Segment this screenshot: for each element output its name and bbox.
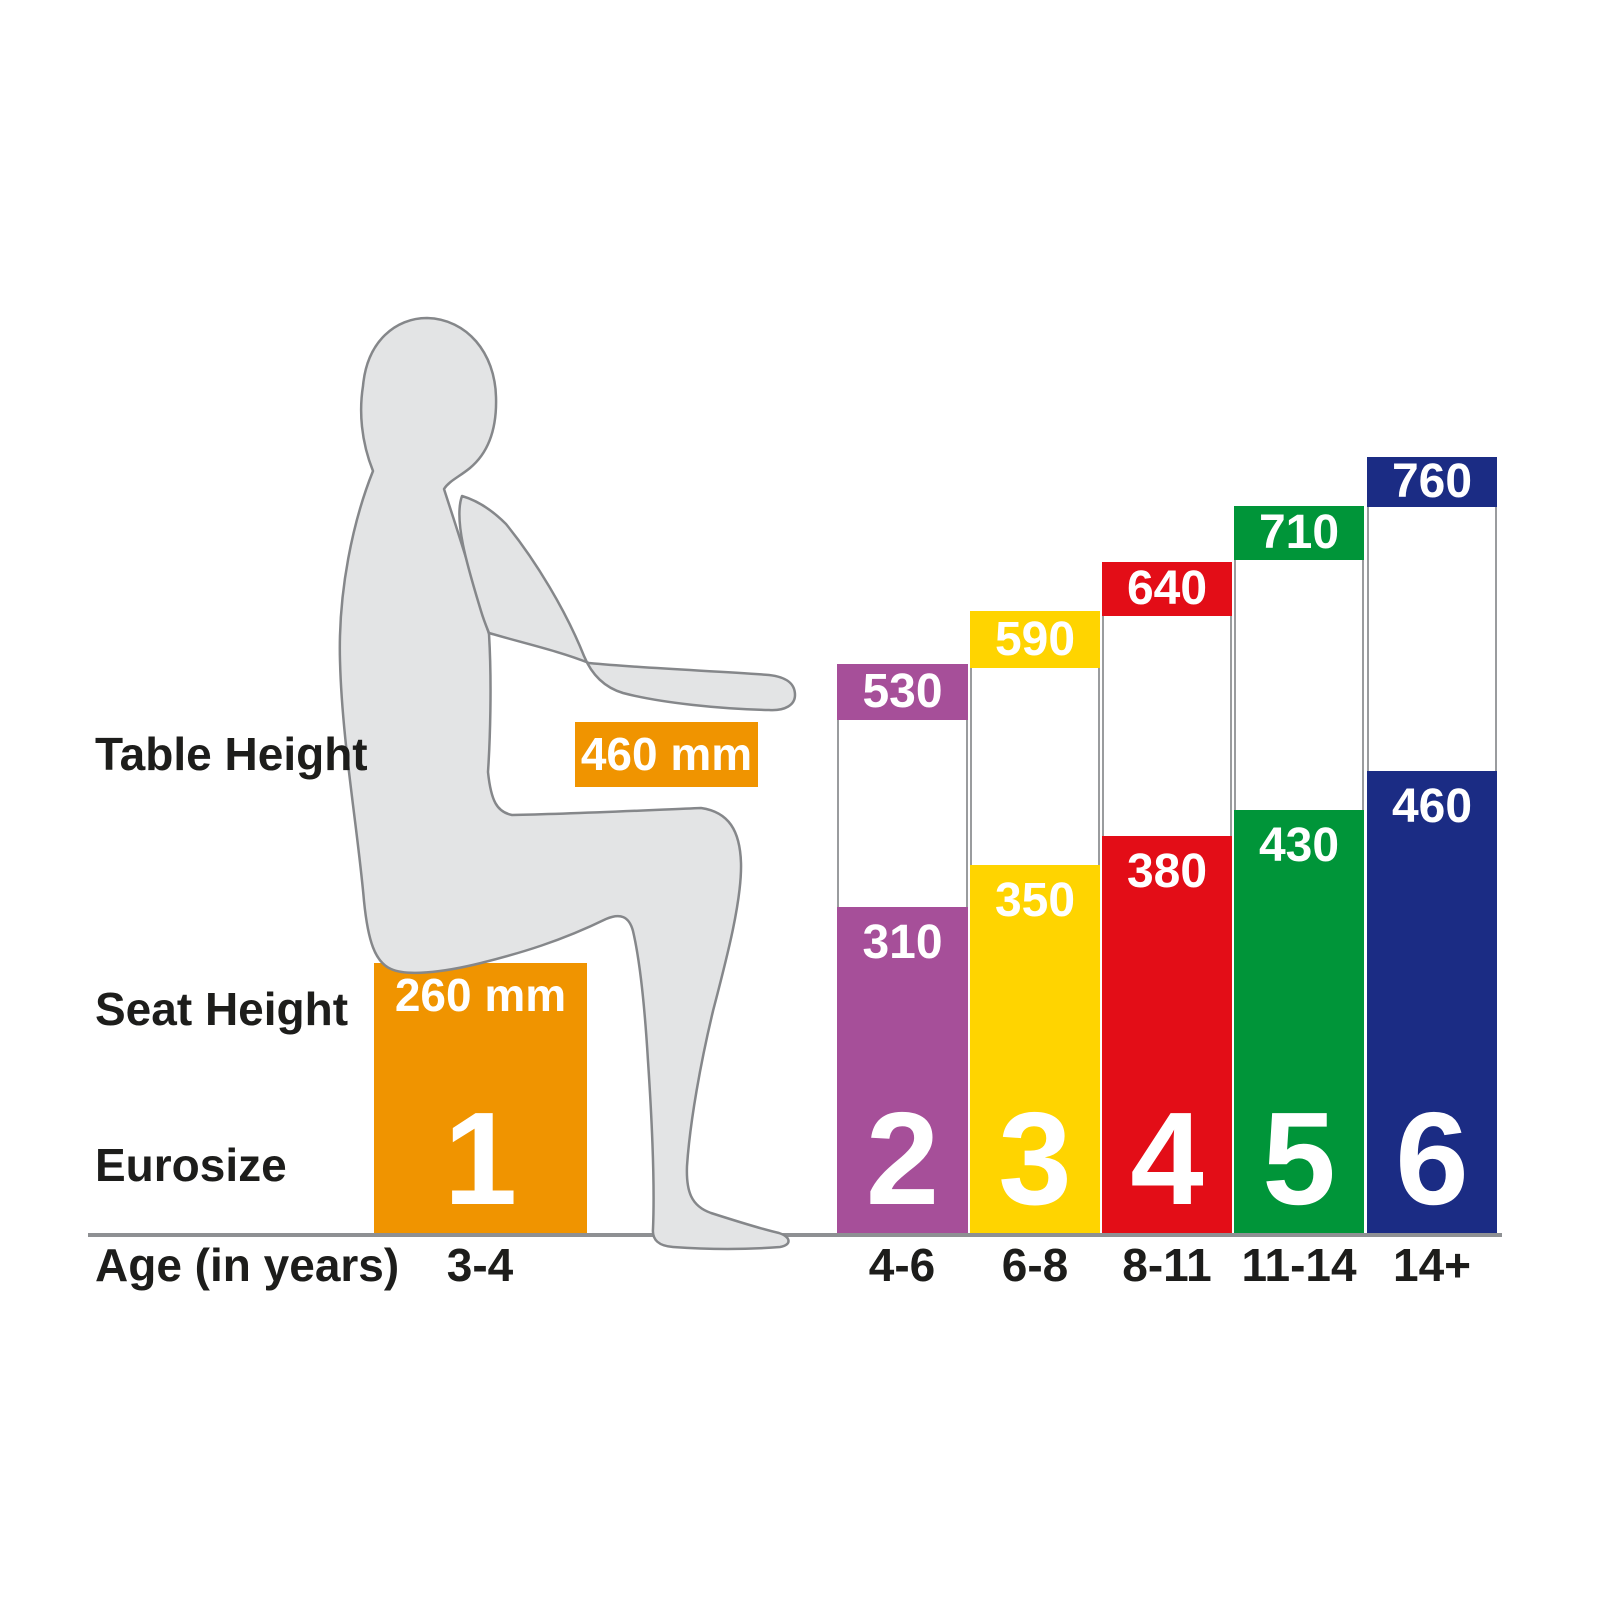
size4-age-value: 8-11: [1122, 1239, 1212, 1291]
size3-seat-height-value: 350: [994, 874, 1076, 927]
size5-table-height-value: 710: [1258, 506, 1340, 559]
size2-age-value: 4-6: [868, 1239, 936, 1291]
size6-eurosize-number: 6: [1395, 1085, 1469, 1232]
size1-age-value: 3-4: [446, 1239, 514, 1291]
size6-column-middle: [1367, 507, 1497, 771]
size4-table-height-value: 640: [1126, 562, 1208, 615]
size5-seat-section: 430: [1234, 810, 1364, 1233]
size5-eurosize-number: 5: [1262, 1085, 1336, 1232]
table-height-label: Table Height: [95, 728, 368, 780]
size3-table-height-value: 590: [994, 613, 1076, 666]
size1-table-height-value: 460 mm: [580, 728, 753, 780]
size4-seat-height-value: 380: [1126, 845, 1208, 898]
size3-eurosize-number: 3: [998, 1085, 1072, 1232]
size3-column-middle: [970, 668, 1100, 865]
size2-column-middle: [837, 720, 968, 907]
size3-age-value: 6-8: [1001, 1239, 1069, 1291]
eurosize-label: Eurosize: [95, 1139, 287, 1191]
size2-eurosize-number: 2: [865, 1085, 940, 1232]
size4-column-middle: [1102, 616, 1232, 836]
size6-seat-section: 460: [1367, 771, 1497, 1233]
size6-age-value: 14+: [1392, 1239, 1472, 1291]
age-axis-label: Age (in years): [95, 1239, 400, 1291]
size4-table-band: 640: [1102, 562, 1232, 616]
size6-table-band: 760: [1367, 457, 1497, 507]
size2-seat-section: 310: [837, 907, 968, 1233]
baseline-axis: [88, 1233, 1502, 1237]
size5-column-middle: [1234, 560, 1364, 810]
size5-age-value: 11-14: [1241, 1239, 1357, 1291]
seat-height-label: Seat Height: [95, 983, 349, 1035]
size2-seat-height-value: 310: [862, 916, 943, 969]
size2-table-band: 530: [837, 664, 968, 720]
size5-seat-height-value: 430: [1258, 819, 1340, 872]
size6-seat-height-value: 460: [1391, 780, 1473, 833]
size5-table-band: 710: [1234, 506, 1364, 560]
size2-table-height-value: 530: [862, 665, 943, 718]
size1-table-height-box: 460 mm: [575, 722, 758, 787]
size4-seat-section: 380: [1102, 836, 1232, 1233]
silhouette-arm: [458, 494, 797, 712]
size6-table-height-value: 760: [1391, 455, 1473, 508]
size3-seat-section: 350: [970, 865, 1100, 1233]
size1-seat-height-value: 260 mm: [394, 969, 567, 1021]
size1-eurosize-number: 1: [443, 1085, 518, 1232]
size3-table-band: 590: [970, 611, 1100, 668]
size4-eurosize-number: 4: [1130, 1085, 1204, 1232]
